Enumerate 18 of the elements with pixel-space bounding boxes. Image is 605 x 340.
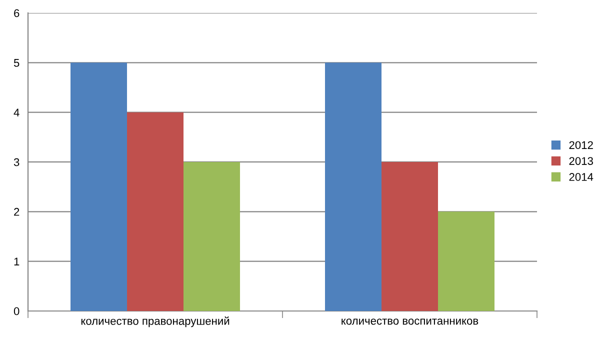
y-tick-label: 3 <box>14 158 20 166</box>
bar <box>127 112 184 311</box>
y-tick-label: 2 <box>14 208 20 216</box>
y-tick-label: 5 <box>14 59 20 67</box>
x-tick-label: количество воспитанников <box>342 318 478 325</box>
bar <box>382 162 438 311</box>
y-tick-label: 6 <box>14 9 20 18</box>
bar <box>438 212 494 311</box>
legend-label: 2012 <box>569 141 593 150</box>
bar <box>184 162 240 311</box>
bar <box>325 62 382 311</box>
x-tick-label: количество правонарушений <box>81 316 230 328</box>
legend-label: 2013 <box>569 157 593 165</box>
y-tick-label: 0 <box>14 307 20 316</box>
y-tick-label: 1 <box>14 258 20 266</box>
y-tick-label: 4 <box>14 108 20 116</box>
bar <box>70 62 128 311</box>
legend-label: 2014 <box>569 173 594 181</box>
